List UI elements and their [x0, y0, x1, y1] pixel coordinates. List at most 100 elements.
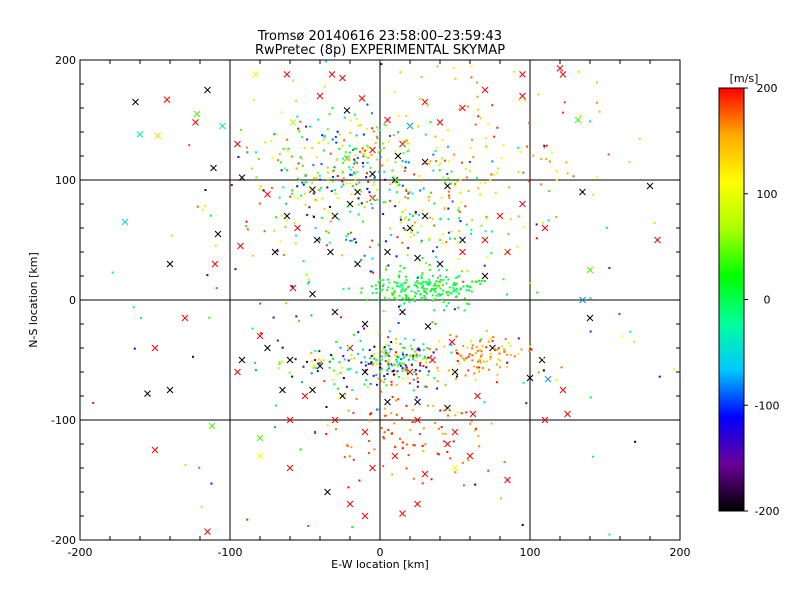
- scatter-dot: [438, 286, 441, 289]
- y-tick-label: -100: [51, 414, 76, 427]
- scatter-dot: [634, 440, 637, 443]
- scatter-dot: [360, 190, 363, 193]
- scatter-dot: [442, 289, 445, 292]
- scatter-x-marker: [154, 132, 162, 139]
- scatter-x-marker: [414, 254, 421, 262]
- scatter-x-marker: [646, 182, 654, 190]
- scatter-dot: [366, 200, 369, 203]
- scatter-x-marker: [354, 188, 361, 196]
- scatter-dot: [452, 290, 455, 293]
- scatter-dot: [489, 358, 492, 361]
- scatter-dot: [444, 159, 447, 162]
- scatter-dot: [421, 298, 424, 301]
- scatter-dot: [373, 356, 376, 359]
- scatter-dot: [368, 246, 371, 249]
- scatter-dot: [326, 424, 329, 427]
- scatter-dot: [445, 240, 448, 243]
- scatter-dot: [621, 335, 624, 338]
- scatter-x-marker: [264, 191, 271, 198]
- scatter-dot: [419, 179, 422, 182]
- scatter-dot: [291, 189, 294, 192]
- scatter-dot: [381, 288, 384, 291]
- scatter-dot: [479, 282, 482, 285]
- scatter-dot: [403, 289, 406, 292]
- scatter-dot: [393, 296, 396, 299]
- scatter-dot: [278, 360, 281, 363]
- scatter-dot: [444, 181, 447, 184]
- scatter-dot: [397, 181, 400, 184]
- scatter-dot: [375, 374, 378, 377]
- scatter-dot: [420, 296, 423, 299]
- scatter-dot: [595, 175, 598, 178]
- scatter-dot: [398, 294, 401, 297]
- scatter-dot: [476, 360, 479, 363]
- scatter-dot: [455, 375, 458, 378]
- scatter-x-marker: [234, 140, 241, 148]
- scatter-dot: [310, 372, 313, 375]
- scatter-dot: [237, 156, 240, 159]
- scatter-dot: [423, 290, 426, 293]
- scatter-dot: [658, 375, 661, 378]
- scatter-x-marker: [328, 71, 336, 78]
- scatter-dot: [352, 411, 355, 414]
- scatter-dot: [384, 240, 387, 243]
- scatter-dot: [486, 360, 489, 363]
- scatter-dot: [448, 197, 451, 200]
- scatter-dot: [426, 104, 429, 107]
- scatter-dot: [296, 115, 299, 118]
- scatter-x-marker: [264, 344, 271, 352]
- scatter-dot: [351, 239, 354, 242]
- scatter-dot: [305, 125, 308, 128]
- scatter-dot: [469, 146, 472, 149]
- scatter-dot: [355, 117, 358, 120]
- scatter-dot: [303, 192, 306, 195]
- scatter-dot: [459, 354, 462, 357]
- scatter-dot: [506, 361, 509, 364]
- scatter-dot: [418, 349, 421, 352]
- scatter-dot: [296, 129, 299, 132]
- scatter-dot: [405, 139, 408, 142]
- scatter-dot: [519, 151, 522, 154]
- scatter-dot: [350, 193, 353, 196]
- scatter-dot: [371, 127, 374, 130]
- scatter-x-marker: [151, 446, 159, 454]
- scatter-dot: [459, 288, 462, 291]
- scatter-dot: [272, 316, 275, 319]
- scatter-dot: [323, 85, 326, 88]
- scatter-dot: [555, 178, 558, 181]
- scatter-dot: [469, 422, 472, 425]
- scatter-dot: [450, 343, 453, 346]
- scatter-dot: [503, 461, 506, 464]
- scatter-dot: [403, 347, 406, 350]
- scatter-dot: [423, 385, 426, 388]
- scatter-dot: [403, 169, 406, 172]
- scatter-dot: [404, 337, 407, 340]
- scatter-dot: [258, 187, 261, 190]
- scatter-dot: [301, 164, 304, 167]
- scatter-dot: [448, 194, 451, 197]
- scatter-dot: [402, 143, 405, 146]
- scatter-dot: [427, 163, 430, 166]
- scatter-dot: [453, 184, 456, 187]
- scatter-dot: [382, 310, 385, 313]
- scatter-dot: [349, 131, 352, 134]
- scatter-dot: [393, 91, 396, 94]
- scatter-x-marker: [214, 230, 222, 238]
- scatter-dot: [415, 292, 418, 295]
- scatter-x-marker: [361, 368, 369, 376]
- scatter-dot: [342, 157, 345, 160]
- scatter-dot: [289, 195, 292, 198]
- scatter-dot: [403, 302, 406, 305]
- scatter-dot: [330, 190, 333, 193]
- scatter-x-marker: [399, 308, 406, 316]
- scatter-dot: [315, 199, 318, 202]
- scatter-dot: [445, 291, 448, 294]
- scatter-dot: [279, 240, 282, 243]
- scatter-dot: [430, 191, 433, 194]
- scatter-dot: [491, 104, 494, 107]
- scatter-dot: [447, 176, 450, 179]
- scatter-dot: [477, 115, 480, 118]
- scatter-dot: [302, 365, 305, 368]
- scatter-dot: [385, 124, 388, 127]
- scatter-dot: [390, 370, 393, 373]
